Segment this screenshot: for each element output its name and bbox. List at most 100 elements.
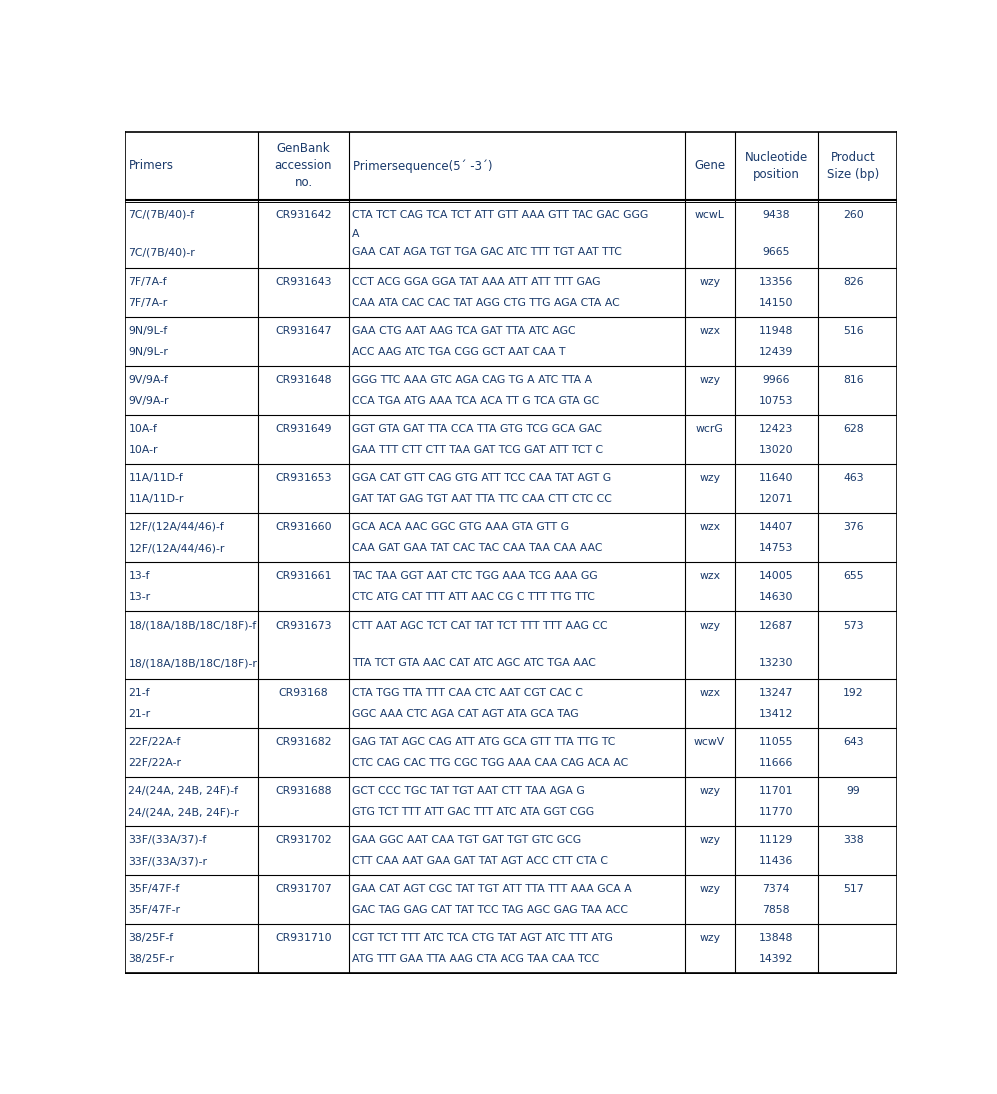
Text: 338: 338 <box>843 835 863 845</box>
Text: 10A-f: 10A-f <box>129 423 158 433</box>
Text: 24/(24A, 24B, 24F)-r: 24/(24A, 24B, 24F)-r <box>129 807 239 817</box>
Text: GenBank
accession
no.: GenBank accession no. <box>275 142 332 189</box>
Text: 12F/(12A/44/46)-r: 12F/(12A/44/46)-r <box>129 544 224 554</box>
Text: 573: 573 <box>843 621 863 631</box>
Text: CR931647: CR931647 <box>275 326 332 336</box>
Text: wzx: wzx <box>699 688 720 698</box>
Text: 11129: 11129 <box>759 835 794 845</box>
Text: 11666: 11666 <box>759 758 794 768</box>
Text: 35F/47F-f: 35F/47F-f <box>129 884 179 894</box>
Text: 10753: 10753 <box>759 396 794 406</box>
Text: 18/(18A/18B/18C/18F)-r: 18/(18A/18B/18C/18F)-r <box>129 659 257 668</box>
Text: TTA TCT GTA AAC CAT ATC AGC ATC TGA AAC: TTA TCT GTA AAC CAT ATC AGC ATC TGA AAC <box>352 659 596 668</box>
Text: wzy: wzy <box>699 933 720 943</box>
Text: 7F/7A-r: 7F/7A-r <box>129 298 167 309</box>
Text: Primersequence(5´ -3´): Primersequence(5´ -3´) <box>353 160 493 173</box>
Text: 14753: 14753 <box>759 544 794 554</box>
Text: wcrG: wcrG <box>696 423 724 433</box>
Text: CCA TGA ATG AAA TCA ACA TT G TCA GTA GC: CCA TGA ATG AAA TCA ACA TT G TCA GTA GC <box>352 396 599 406</box>
Text: CR93168: CR93168 <box>278 688 328 698</box>
Text: GCA ACA AAC GGC GTG AAA GTA GTT G: GCA ACA AAC GGC GTG AAA GTA GTT G <box>352 522 569 532</box>
Text: 643: 643 <box>843 736 863 746</box>
Text: wzy: wzy <box>699 621 720 631</box>
Text: 22F/22A-f: 22F/22A-f <box>129 736 180 746</box>
Text: 9V/9A-f: 9V/9A-f <box>129 374 168 385</box>
Text: GAA CAT AGA TGT TGA GAC ATC TTT TGT AAT TTC: GAA CAT AGA TGT TGA GAC ATC TTT TGT AAT … <box>352 247 622 257</box>
Text: 35F/47F-r: 35F/47F-r <box>129 906 180 916</box>
Text: 12423: 12423 <box>759 423 794 433</box>
Text: wzy: wzy <box>699 835 720 845</box>
Text: 376: 376 <box>843 522 863 532</box>
Text: 463: 463 <box>843 473 863 482</box>
Text: Gene: Gene <box>694 160 725 173</box>
Text: 12F/(12A/44/46)-f: 12F/(12A/44/46)-f <box>129 522 224 532</box>
Text: wzy: wzy <box>699 884 720 894</box>
Text: wzx: wzx <box>699 326 720 336</box>
Text: Primers: Primers <box>130 160 174 173</box>
Text: 33F/(33A/37)-r: 33F/(33A/37)-r <box>129 857 207 866</box>
Text: 14392: 14392 <box>759 954 794 964</box>
Text: CCT ACG GGA GGA TAT AAA ATT ATT TTT GAG: CCT ACG GGA GGA TAT AAA ATT ATT TTT GAG <box>352 277 600 287</box>
Text: 9966: 9966 <box>763 374 790 385</box>
Text: CTC CAG CAC TTG CGC TGG AAA CAA CAG ACA AC: CTC CAG CAC TTG CGC TGG AAA CAA CAG ACA … <box>352 758 628 768</box>
Text: CR931649: CR931649 <box>275 423 332 433</box>
Text: 13356: 13356 <box>759 277 794 287</box>
Text: CGT TCT TTT ATC TCA CTG TAT AGT ATC TTT ATG: CGT TCT TTT ATC TCA CTG TAT AGT ATC TTT … <box>352 933 613 943</box>
Text: 13848: 13848 <box>759 933 794 943</box>
Text: CR931661: CR931661 <box>275 571 332 581</box>
Text: wcwV: wcwV <box>694 736 725 746</box>
Text: 11A/11D-f: 11A/11D-f <box>129 473 183 482</box>
Text: 13230: 13230 <box>759 659 794 668</box>
Text: CTA TCT CAG TCA TCT ATT GTT AAA GTT TAC GAC GGG: CTA TCT CAG TCA TCT ATT GTT AAA GTT TAC … <box>352 210 648 220</box>
Text: 7F/7A-f: 7F/7A-f <box>129 277 166 287</box>
Text: 13247: 13247 <box>759 688 794 698</box>
Text: CAA ATA CAC CAC TAT AGG CTG TTG AGA CTA AC: CAA ATA CAC CAC TAT AGG CTG TTG AGA CTA … <box>352 298 620 309</box>
Text: 99: 99 <box>846 785 860 795</box>
Text: GAA CAT AGT CGC TAT TGT ATT TTA TTT AAA GCA A: GAA CAT AGT CGC TAT TGT ATT TTA TTT AAA … <box>352 884 632 894</box>
Text: CR931643: CR931643 <box>275 277 332 287</box>
Text: 7C/(7B/40)-r: 7C/(7B/40)-r <box>129 247 195 257</box>
Text: CTT AAT AGC TCT CAT TAT TCT TTT TTT AAG CC: CTT AAT AGC TCT CAT TAT TCT TTT TTT AAG … <box>352 621 608 631</box>
Text: CR931710: CR931710 <box>275 933 332 943</box>
Text: 628: 628 <box>843 423 863 433</box>
Text: 11055: 11055 <box>759 736 794 746</box>
Text: GAA CTG AAT AAG TCA GAT TTA ATC AGC: GAA CTG AAT AAG TCA GAT TTA ATC AGC <box>352 326 575 336</box>
Text: 260: 260 <box>843 210 863 220</box>
Text: GAC TAG GAG CAT TAT TCC TAG AGC GAG TAA ACC: GAC TAG GAG CAT TAT TCC TAG AGC GAG TAA … <box>352 906 628 916</box>
Text: 24/(24A, 24B, 24F)-f: 24/(24A, 24B, 24F)-f <box>129 785 238 795</box>
Text: 14150: 14150 <box>759 298 794 309</box>
Text: GCT CCC TGC TAT TGT AAT CTT TAA AGA G: GCT CCC TGC TAT TGT AAT CTT TAA AGA G <box>352 785 585 795</box>
Text: 11A/11D-r: 11A/11D-r <box>129 494 183 504</box>
Text: GAA TTT CTT CTT TAA GAT TCG GAT ATT TCT C: GAA TTT CTT CTT TAA GAT TCG GAT ATT TCT … <box>352 445 603 455</box>
Text: 38/25F-r: 38/25F-r <box>129 954 174 964</box>
Text: CR931702: CR931702 <box>275 835 332 845</box>
Text: CAA GAT GAA TAT CAC TAC CAA TAA CAA AAC: CAA GAT GAA TAT CAC TAC CAA TAA CAA AAC <box>352 544 602 554</box>
Text: GGA CAT GTT CAG GTG ATT TCC CAA TAT AGT G: GGA CAT GTT CAG GTG ATT TCC CAA TAT AGT … <box>352 473 611 482</box>
Text: 9V/9A-r: 9V/9A-r <box>129 396 168 406</box>
Text: 7374: 7374 <box>763 884 790 894</box>
Text: GGT GTA GAT TTA CCA TTA GTG TCG GCA GAC: GGT GTA GAT TTA CCA TTA GTG TCG GCA GAC <box>352 423 602 433</box>
Text: 10A-r: 10A-r <box>129 445 158 455</box>
Text: GAG TAT AGC CAG ATT ATG GCA GTT TTA TTG TC: GAG TAT AGC CAG ATT ATG GCA GTT TTA TTG … <box>352 736 615 746</box>
Text: 21-r: 21-r <box>129 709 151 719</box>
Text: GAT TAT GAG TGT AAT TTA TTC CAA CTT CTC CC: GAT TAT GAG TGT AAT TTA TTC CAA CTT CTC … <box>352 494 612 504</box>
Text: wzx: wzx <box>699 571 720 581</box>
Text: 13-f: 13-f <box>129 571 150 581</box>
Text: CTT CAA AAT GAA GAT TAT AGT ACC CTT CTA C: CTT CAA AAT GAA GAT TAT AGT ACC CTT CTA … <box>352 857 608 866</box>
Text: GGG TTC AAA GTC AGA CAG TG A ATC TTA A: GGG TTC AAA GTC AGA CAG TG A ATC TTA A <box>352 374 592 385</box>
Text: 12687: 12687 <box>759 621 794 631</box>
Text: 192: 192 <box>843 688 863 698</box>
Text: 12071: 12071 <box>759 494 794 504</box>
Text: 826: 826 <box>843 277 863 287</box>
Text: 13412: 13412 <box>759 709 794 719</box>
Text: CR931707: CR931707 <box>275 884 332 894</box>
Text: 21-f: 21-f <box>129 688 150 698</box>
Text: GTG TCT TTT ATT GAC TTT ATC ATA GGT CGG: GTG TCT TTT ATT GAC TTT ATC ATA GGT CGG <box>352 807 594 817</box>
Text: 9438: 9438 <box>763 210 790 220</box>
Text: CTC ATG CAT TTT ATT AAC CG C TTT TTG TTC: CTC ATG CAT TTT ATT AAC CG C TTT TTG TTC <box>352 592 595 603</box>
Text: 9N/9L-r: 9N/9L-r <box>129 347 168 357</box>
Text: 9665: 9665 <box>763 247 790 257</box>
Text: 18/(18A/18B/18C/18F)-f: 18/(18A/18B/18C/18F)-f <box>129 621 256 631</box>
Text: 14630: 14630 <box>759 592 794 603</box>
Text: Product
Size (bp): Product Size (bp) <box>828 151 879 181</box>
